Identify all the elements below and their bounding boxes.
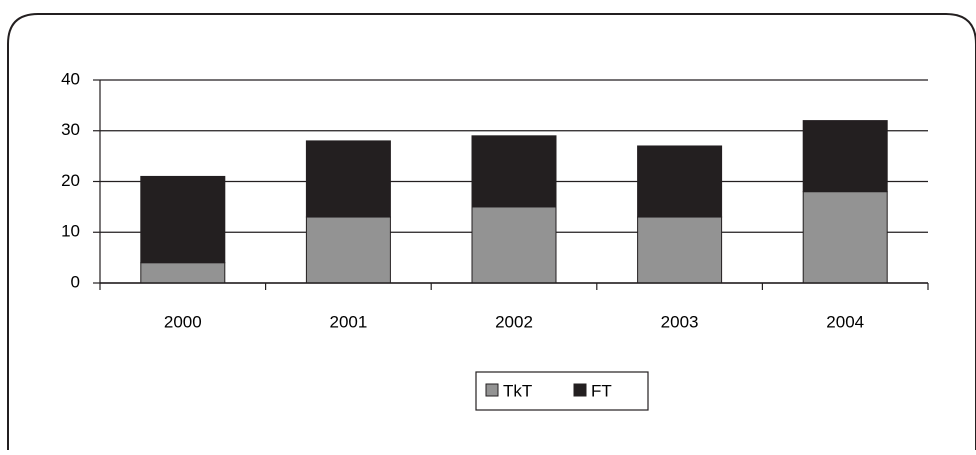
bar-segment bbox=[802, 191, 888, 284]
bar-segment bbox=[637, 216, 723, 284]
bar-segment bbox=[802, 120, 888, 193]
y-tick-label: 30 bbox=[61, 120, 80, 139]
legend-label: FT bbox=[591, 381, 612, 400]
bar-segment bbox=[471, 135, 557, 208]
frame bbox=[7, 13, 976, 450]
x-tick-label: 2000 bbox=[164, 312, 202, 331]
x-tick-label: 2004 bbox=[826, 312, 864, 331]
x-tick-label: 2001 bbox=[329, 312, 367, 331]
legend-label: TkT bbox=[503, 381, 532, 400]
legend-swatch bbox=[573, 383, 587, 397]
y-tick-label: 20 bbox=[61, 171, 80, 190]
bar-segment bbox=[305, 140, 391, 218]
y-tick-label: 0 bbox=[71, 272, 80, 291]
bar-segment bbox=[471, 206, 557, 284]
legend-swatch bbox=[485, 383, 499, 397]
x-tick-label: 2002 bbox=[495, 312, 533, 331]
bar-segment bbox=[637, 145, 723, 218]
y-tick-label: 10 bbox=[61, 222, 80, 241]
bar-segment bbox=[140, 262, 226, 284]
legend-box bbox=[475, 371, 649, 411]
x-tick-label: 2003 bbox=[661, 312, 699, 331]
bar-segment bbox=[305, 216, 391, 284]
bar-segment bbox=[140, 175, 226, 264]
y-tick-label: 40 bbox=[61, 69, 80, 88]
